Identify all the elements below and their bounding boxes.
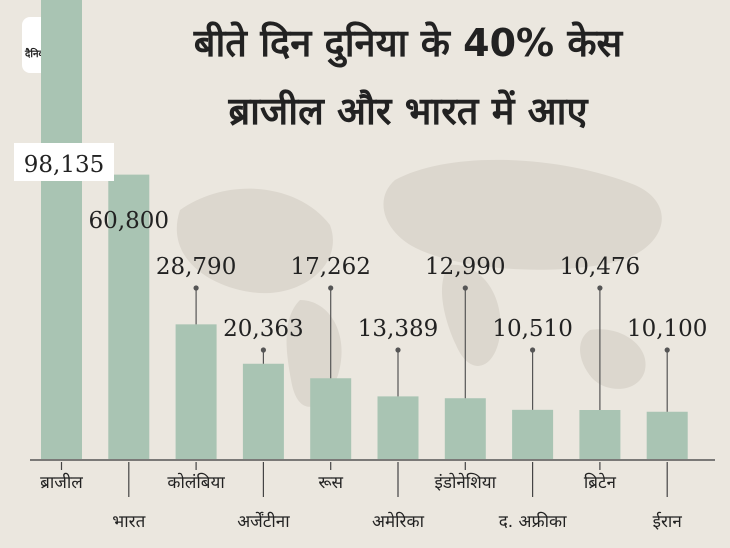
map-shape (580, 329, 646, 389)
leader-dot (260, 347, 266, 353)
leader-dot (328, 285, 334, 291)
value-label: 28,790 (156, 254, 236, 280)
value-label: 98,135 (24, 152, 104, 178)
category-label: ब्रिटेन (584, 472, 617, 493)
category-label: भारत (112, 512, 145, 532)
chart-title-line2: ब्राजील और भारत में आए (228, 89, 588, 133)
value-label-bg (14, 143, 114, 181)
category-label: कोलंबिया (167, 472, 225, 493)
map-shape (383, 159, 662, 270)
leader-dot (664, 347, 670, 353)
category-label: ब्राजील (40, 472, 83, 493)
leader-dot (395, 347, 401, 353)
value-label: 20,363 (223, 316, 303, 342)
bar (646, 411, 688, 459)
bar (175, 324, 217, 459)
value-label: 13,389 (358, 316, 438, 342)
leader-dot (193, 285, 199, 291)
value-label: 60,800 (89, 208, 169, 234)
chart-title-line1: बीते दिन दुनिया के 40% केस (193, 21, 623, 65)
map-shape (176, 188, 333, 294)
map-shape (442, 264, 501, 366)
category-label: इंडोनेशिया (435, 472, 497, 493)
labels: 98,135 ब्राजील 60,800 भारत 28,790 कोलंबिया 20,… (14, 143, 707, 532)
bars (30, 0, 715, 461)
value-label: 17,262 (290, 254, 370, 280)
leader-dot (462, 285, 468, 291)
leader-dot (597, 285, 603, 291)
bar (41, 0, 82, 459)
category-label: द. अफ्रीका (499, 511, 567, 532)
bar (310, 378, 352, 459)
category-label: अमेरिका (372, 511, 425, 532)
bar (579, 410, 621, 459)
leader-dot (530, 347, 536, 353)
bar (108, 174, 150, 459)
category-label: अर्जेंटीना (237, 511, 290, 532)
category-label: रूस (318, 473, 343, 493)
category-label: ईरान (653, 511, 683, 532)
bar (444, 398, 486, 459)
value-label: 10,100 (627, 316, 707, 342)
bar (377, 396, 419, 459)
bar (242, 363, 284, 459)
value-label: 10,476 (560, 254, 640, 280)
world-map-background (176, 159, 662, 407)
value-label: 12,990 (425, 254, 505, 280)
bar (512, 409, 554, 459)
value-label: 10,510 (492, 316, 572, 342)
